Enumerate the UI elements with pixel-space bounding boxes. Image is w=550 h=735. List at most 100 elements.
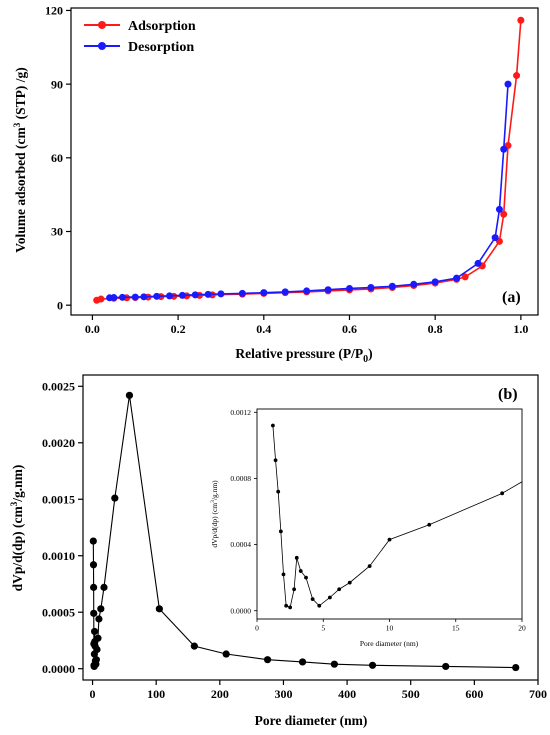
pore-size-x-tick-label: 500	[402, 687, 420, 701]
pore-size-series-0-point	[97, 605, 105, 613]
inset-x-tick-label: 15	[452, 624, 460, 633]
pore-size-x-tick-label: 600	[465, 687, 483, 701]
inset-series-0-point	[347, 580, 352, 585]
isotherm-series-1-point	[324, 286, 332, 294]
pore-size-x-ticks: 0 100 200 300 400 500 600 700	[90, 680, 547, 701]
isotherm-x-ticks: 0.0 0.2 0.4 0.6 0.8 1.0	[85, 315, 528, 336]
inset-series-0-point	[298, 569, 303, 573]
inset-y-ticks: 0.0000 0.0004 0.0008 0.0012	[230, 408, 257, 615]
legend-desorption-label: Desorption	[128, 40, 194, 55]
isotherm-series-1-point	[153, 292, 161, 300]
pore-size-series-0-point	[442, 662, 450, 671]
panel-b-label: (b)	[498, 386, 518, 403]
pore-size-series-0-point	[190, 642, 198, 650]
isotherm-y-tick-label: 120	[45, 4, 63, 18]
isotherm-y-tick-label: 30	[51, 225, 63, 239]
pore-size-chart: 0 100 200 300 400 500 600 700 0.00000.00050.001…	[9, 374, 547, 728]
inset-series-0-point	[292, 587, 296, 592]
inset-x-tick-label: 0	[255, 624, 259, 633]
isotherm-y-label-sup: 3	[12, 122, 22, 127]
pore-size-series-0-point	[330, 660, 338, 668]
pore-size-series-0-point	[90, 627, 99, 636]
pore-size-x-tick-label: 300	[274, 687, 292, 701]
isotherm-series-1-point	[217, 290, 225, 298]
isotherm-x-tick-label: 0.8	[428, 322, 443, 336]
isotherm-series-1-point	[131, 293, 139, 301]
inset-series-0-point	[367, 564, 372, 568]
inset-chart: 0 5 10 15 20 0.0000 0.0004 0.0008 0.0012 Pore d…	[210, 408, 526, 648]
isotherm-series-1-point	[495, 205, 503, 213]
pore-size-x-tick-label: 100	[147, 687, 165, 701]
isotherm-series-1-point	[166, 292, 174, 300]
isotherm-x-tick-label: 0.0	[85, 322, 100, 336]
isotherm-x-tick-label: 0.4	[256, 322, 271, 336]
isotherm-series-1-point	[281, 288, 289, 296]
isotherm-series-1-point	[345, 284, 353, 292]
pore-size-series	[89, 391, 520, 672]
pore-size-x-axis-label: Pore diameter (nm)	[255, 713, 368, 728]
inset-plot-frame	[256, 408, 523, 620]
isotherm-x-tick-label: 1.0	[513, 322, 528, 336]
inset-x-tick-label: 10	[386, 624, 394, 633]
isotherm-series-0-line	[96, 20, 522, 302]
isotherm-series-0-point	[513, 72, 521, 80]
pore-size-y-tick-label: 0.0015	[42, 492, 75, 506]
inset-x-tick-label: 20	[518, 624, 526, 633]
pore-size-x-tick-label: 700	[529, 687, 547, 701]
pore-size-series-0-point	[298, 658, 307, 666]
pore-size-series-0-point	[125, 391, 134, 399]
pore-size-series-0-point	[263, 656, 272, 664]
isotherm-series-1-point	[504, 80, 512, 88]
isotherm-plot-frame	[70, 7, 539, 316]
inset-series-0-point	[387, 537, 392, 542]
pore-size-y-tick-label: 0.0000	[42, 662, 75, 676]
pore-size-series-0-point	[222, 650, 230, 658]
inset-x-axis-label: Pore diameter (nm)	[360, 639, 419, 648]
isotherm-series-1-point	[191, 291, 199, 299]
pore-size-series-0-point	[95, 615, 103, 623]
inset-series-0-point	[327, 595, 332, 600]
pore-size-series-0-point	[90, 609, 98, 617]
isotherm-series-1-point	[388, 282, 396, 290]
inset-series-0-point	[278, 529, 283, 534]
isotherm-series-1-point	[453, 274, 461, 282]
pore-size-series-0-point	[512, 663, 520, 672]
isotherm-legend: Adsorption Desorption	[84, 19, 196, 55]
inset-series-0-point	[500, 491, 505, 496]
isotherm-x-axis-label: Relative pressure (P/P0)	[235, 346, 372, 365]
pore-size-y-tick-label: 0.0005	[42, 605, 75, 619]
inset-series-0-point	[288, 605, 293, 610]
isotherm-series-1-point	[260, 289, 268, 297]
legend-adsorption-label: Adsorption	[128, 19, 196, 34]
isotherm-x-label-end: )	[368, 346, 373, 361]
isotherm-series-1-point	[140, 293, 148, 301]
pore-size-y-tick-label: 0.0020	[42, 436, 75, 450]
inset-y-label-main: dVp/d(dp) (cm	[210, 503, 219, 548]
pore-size-y-tick-label: 0.0010	[42, 549, 75, 563]
pore-size-y-axis-label: dVp/d(dp) (cm3/g.nm)	[9, 465, 25, 592]
pore-size-series-0-point	[89, 561, 98, 569]
pore-size-plot-frame	[82, 374, 539, 681]
isotherm-y-tick-label: 0	[57, 298, 63, 312]
isotherm-series-1-point	[238, 289, 246, 297]
isotherm-x-label-main: Relative pressure (P/P	[235, 346, 363, 361]
inset-series-0-point	[281, 572, 286, 577]
inset-series-0-point	[317, 603, 322, 608]
inset-y-label-sup: 3	[210, 500, 216, 503]
pore-size-x-tick-label: 200	[211, 687, 229, 701]
pore-size-y-tick-label: 0.0025	[42, 379, 75, 393]
isotherm-series-1-point	[410, 280, 418, 288]
inset-y-tick-label: 0.0004	[230, 540, 251, 549]
isotherm-series-1-point	[491, 234, 499, 242]
isotherm-series-1-point	[474, 259, 482, 267]
panel-a-label: (a)	[502, 289, 521, 306]
isotherm-series-1-point	[367, 283, 375, 291]
isotherm-y-tick-label: 60	[51, 151, 63, 165]
legend-adsorption-marker	[98, 21, 106, 29]
inset-series-0-point	[310, 597, 315, 602]
inset-y-tick-label: 0.0000	[230, 606, 251, 615]
isotherm-x-label-sub: 0	[363, 354, 368, 365]
pore-size-y-ticks: 0.0000 0.0005 0.0010 0.0015 0.0020 0.0025	[42, 379, 83, 676]
isotherm-series-1-point	[106, 294, 114, 302]
